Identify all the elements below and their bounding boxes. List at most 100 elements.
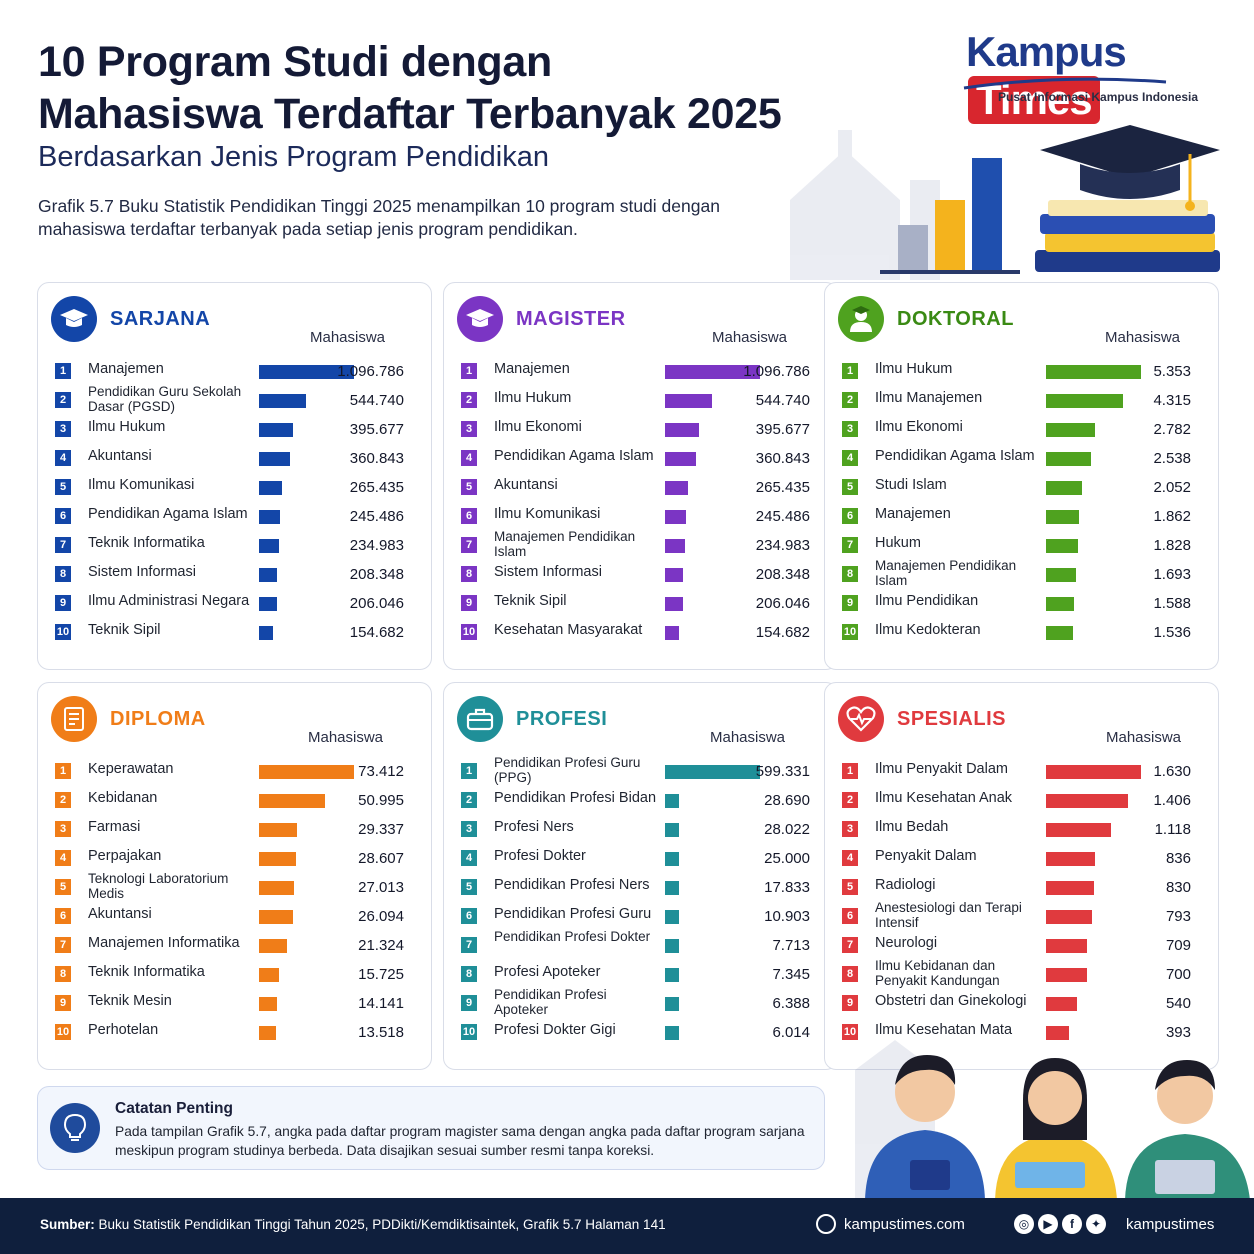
value-label: 544.740 <box>349 392 404 409</box>
bar <box>259 910 293 924</box>
value-label: 7.345 <box>772 966 810 983</box>
program-label: Akuntansi <box>494 477 558 493</box>
bar <box>665 997 679 1011</box>
program-label: Pendidikan Agama Islam <box>494 448 654 464</box>
program-label: Profesi Ners <box>494 819 574 835</box>
twitter-icon[interactable]: ✦ <box>1086 1214 1106 1234</box>
bar <box>665 794 679 808</box>
value-label: 700 <box>1165 966 1191 983</box>
program-label: Ilmu Kedokteran <box>875 622 981 638</box>
rank-badge: 9 <box>55 995 71 1011</box>
bar-row: 6 Akuntansi 26.094 <box>38 902 431 930</box>
value-label: 265.435 <box>755 479 810 496</box>
value-label: 13.518 <box>358 1024 404 1041</box>
program-label: Akuntansi <box>88 906 152 922</box>
rank-badge: 9 <box>55 595 71 611</box>
bar <box>665 423 700 437</box>
value-label: 234.983 <box>755 537 810 554</box>
program-label: Manajemen Pendidikan Islam <box>875 558 1017 588</box>
bar <box>1046 365 1141 379</box>
value-label: 2.538 <box>1153 450 1191 467</box>
column-header: Mahasiswa <box>1106 729 1182 746</box>
rank-badge: 2 <box>461 392 477 408</box>
bar-row: 1 Pendidikan Profesi Guru (PPG) 599.331 <box>444 755 837 785</box>
bar <box>259 765 354 779</box>
bar <box>259 997 278 1011</box>
bar <box>665 365 760 379</box>
page-title: 10 Program Studi dengan Mahasiswa Terdaf… <box>38 36 782 140</box>
bar-row: 5 Teknologi Laboratorium Medis 27.013 <box>38 871 431 901</box>
instagram-icon[interactable]: ◎ <box>1014 1214 1034 1234</box>
value-label: 2.052 <box>1153 479 1191 496</box>
value-label: 599.331 <box>755 763 810 780</box>
rank-badge: 9 <box>842 595 858 611</box>
facebook-icon[interactable]: f <box>1062 1214 1082 1234</box>
rank-badge: 7 <box>55 537 71 553</box>
value-label: 5.353 <box>1153 363 1191 380</box>
program-label: Farmasi <box>88 819 141 835</box>
bar-yellow-icon <box>935 200 965 273</box>
heart-pulse-icon <box>838 696 884 742</box>
rank-badge: 2 <box>55 792 71 808</box>
bar-row: 3 Ilmu Hukum 395.677 <box>38 415 431 443</box>
bar <box>1046 939 1088 953</box>
bar-row: 10 Kesehatan Masyarakat 154.682 <box>444 618 837 646</box>
value-label: 1.118 <box>1154 821 1191 838</box>
social-handle[interactable]: kampustimes <box>1126 1216 1215 1233</box>
bar-row: 8 Profesi Apoteker 7.345 <box>444 960 837 988</box>
program-label: Studi Islam <box>875 477 947 493</box>
kampustimes-logo: KampusTimes Pusat Informasi Kampus Indon… <box>960 28 1230 124</box>
rank-badge: 10 <box>55 624 71 640</box>
column-header: Mahasiswa <box>1105 329 1181 346</box>
value-label: 245.486 <box>349 508 404 525</box>
program-label: Ilmu Manajemen <box>875 390 983 406</box>
value-label: 395.677 <box>349 421 404 438</box>
bar-row: 2 Pendidikan Guru Sekolah Dasar (PGSD) 544… <box>38 384 431 414</box>
bar <box>665 539 686 553</box>
rank-badge: 6 <box>55 908 71 924</box>
program-label: Pendidikan Profesi Bidan <box>494 790 657 806</box>
value-label: 73.412 <box>358 763 404 780</box>
value-label: 1.096.786 <box>743 363 810 380</box>
footer: Sumber: Buku Statistik Pendidikan Tinggi… <box>0 1198 1254 1254</box>
website-link[interactable]: kampustimes.com <box>844 1216 965 1233</box>
document-icon <box>51 696 97 742</box>
rank-badge: 3 <box>461 821 477 837</box>
value-label: 17.833 <box>764 879 810 896</box>
program-label: Pendidikan Profesi Guru (PPG) <box>494 755 641 785</box>
rank-badge: 5 <box>842 479 858 495</box>
value-label: 360.843 <box>755 450 810 467</box>
bar-row: 6 Pendidikan Agama Islam 245.486 <box>38 502 431 530</box>
bar <box>259 626 273 640</box>
rank-badge: 10 <box>55 1024 71 1040</box>
panel-spesialis: SPESIALIS Mahasiswa 1 Ilmu Penyakit Dalam… <box>824 682 1219 1070</box>
bar <box>1046 997 1078 1011</box>
rank-badge: 7 <box>842 537 858 553</box>
bar <box>259 510 281 524</box>
value-label: 6.388 <box>772 995 810 1012</box>
bar-grey-icon <box>898 225 928 273</box>
value-label: 1.406 <box>1153 792 1191 809</box>
bar-row: 4 Perpajakan 28.607 <box>38 844 431 872</box>
bar-row: 10 Teknik Sipil 154.682 <box>38 618 431 646</box>
bar <box>259 939 287 953</box>
rank-badge: 5 <box>842 879 858 895</box>
bar <box>1046 910 1093 924</box>
program-label: Pendidikan Profesi Dokter <box>494 929 651 944</box>
bar-row: 2 Pendidikan Profesi Bidan 28.690 <box>444 786 837 814</box>
bar-row: 3 Farmasi 29.337 <box>38 815 431 843</box>
program-label: Manajemen Informatika <box>88 935 240 951</box>
program-label: Akuntansi <box>88 448 152 464</box>
rank-badge: 6 <box>842 908 858 924</box>
bar <box>259 823 297 837</box>
page-title-line1: 10 Program Studi dengan <box>38 38 552 86</box>
bar-row: 9 Teknik Mesin 14.141 <box>38 989 431 1017</box>
bar-row: 4 Pendidikan Agama Islam 360.843 <box>444 444 837 472</box>
bar-row: 6 Manajemen 1.862 <box>825 502 1218 530</box>
bar-row: 6 Pendidikan Profesi Guru 10.903 <box>444 902 837 930</box>
program-label: Ilmu Komunikasi <box>88 477 195 493</box>
bar-row: 7 Manajemen Pendidikan Islam 234.983 <box>444 529 837 559</box>
youtube-icon[interactable]: ▶ <box>1038 1214 1058 1234</box>
bar-row: 4 Profesi Dokter 25.000 <box>444 844 837 872</box>
bar <box>1046 452 1092 466</box>
